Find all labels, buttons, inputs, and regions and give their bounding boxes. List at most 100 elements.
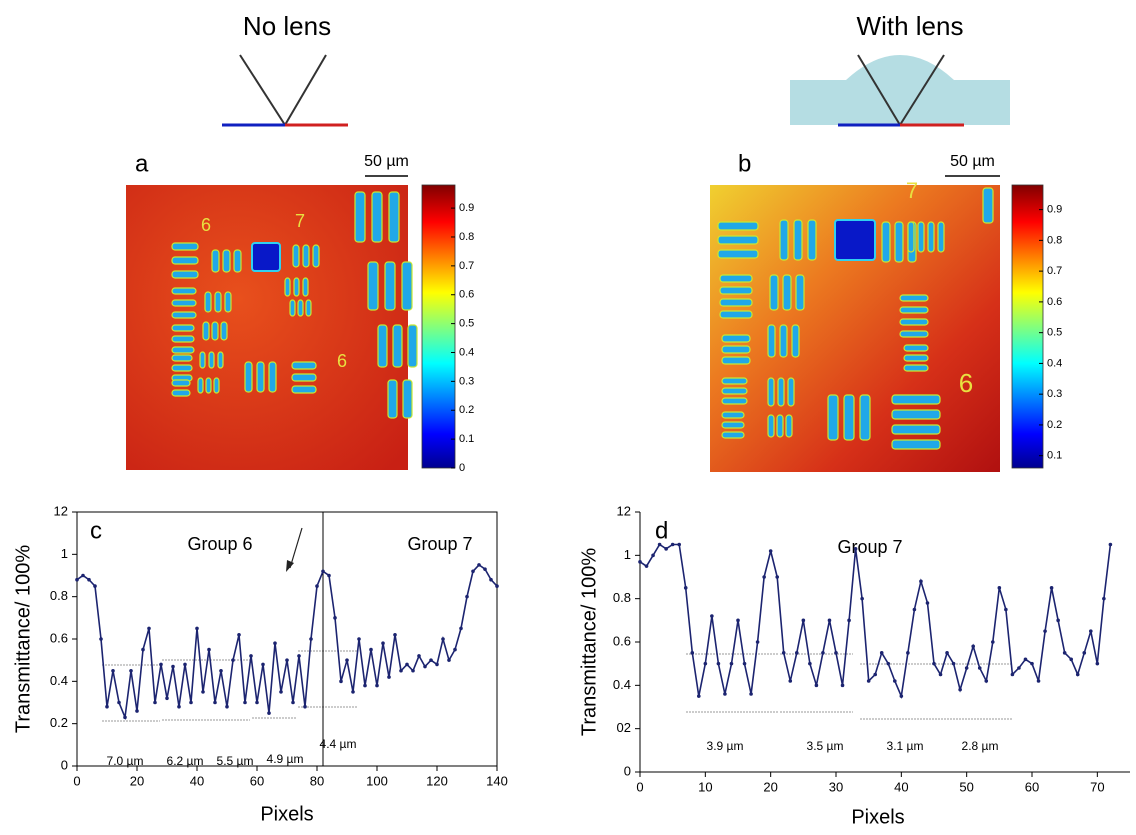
- pattern-bar: [881, 221, 891, 263]
- data-point: [795, 651, 799, 655]
- pattern-bar: [777, 377, 785, 407]
- pattern-bar: [268, 361, 277, 393]
- data-point: [333, 616, 337, 620]
- pattern-bar: [244, 361, 253, 393]
- pattern-square: [834, 219, 876, 261]
- pattern-bar: [827, 394, 839, 441]
- colorbar-tick-label: 0.6: [1047, 296, 1062, 308]
- data-point: [465, 594, 469, 599]
- pattern-label: 6: [959, 368, 973, 398]
- x-axis-label: Pixels: [851, 806, 904, 828]
- pattern-bar: [224, 291, 232, 313]
- x-tick-label: 80: [310, 773, 324, 788]
- data-point: [369, 647, 373, 652]
- data-point: [411, 668, 415, 673]
- annotation: Group 7: [837, 537, 902, 557]
- data-point: [919, 579, 923, 584]
- pattern-bar: [214, 291, 222, 313]
- data-point: [483, 567, 487, 571]
- data-point: [471, 569, 475, 574]
- data-point: [1069, 657, 1073, 662]
- data-point: [117, 700, 121, 705]
- data-point: [129, 668, 133, 673]
- data-point: [93, 584, 97, 588]
- pattern-bar: [776, 414, 784, 438]
- y-tick-label: 1: [61, 546, 68, 561]
- y-tick-label: 0.8: [613, 590, 631, 605]
- pattern-label: 7: [906, 178, 918, 203]
- data-point: [237, 632, 241, 637]
- pattern-bar: [302, 244, 310, 268]
- pattern-bar: [787, 377, 795, 407]
- data-point: [231, 658, 235, 662]
- pattern-bar: [843, 394, 855, 441]
- panel-label: d: [655, 517, 668, 544]
- pattern-label: 6: [337, 351, 347, 371]
- y-axis-label: Transmittance/ 100%: [578, 548, 600, 736]
- data-point: [768, 549, 773, 553]
- data-point: [303, 704, 307, 709]
- data-point: [879, 651, 884, 655]
- annotation: 4.9 µm: [267, 752, 304, 766]
- pattern-bar: [721, 397, 748, 405]
- data-point: [207, 647, 211, 652]
- data-point: [755, 640, 760, 644]
- data-point: [886, 661, 891, 666]
- pattern-bar: [795, 274, 805, 311]
- colorbar-tick-label: 0.8: [459, 231, 474, 243]
- annotation: 3.5 µm: [807, 739, 844, 753]
- x-tick-label: 10: [698, 779, 712, 794]
- data-point: [291, 700, 295, 705]
- colorbar-tick-label: 0.7: [1047, 265, 1062, 277]
- y-tick-label: 12: [54, 503, 68, 518]
- pattern-bar: [721, 345, 751, 354]
- data-point: [860, 596, 864, 601]
- data-point: [1017, 666, 1021, 670]
- pattern-bar: [171, 324, 195, 332]
- data-point: [1062, 651, 1067, 655]
- colorbar-tick-label: 0.9: [459, 202, 474, 214]
- pattern-bar: [767, 324, 776, 358]
- pattern-bar: [171, 354, 193, 362]
- data-point: [971, 644, 975, 649]
- pattern-bar: [211, 321, 219, 341]
- data-point: [801, 618, 806, 623]
- annotation: 5.5 µm: [217, 754, 254, 768]
- data-point: [423, 664, 427, 669]
- x-tick-label: 20: [763, 779, 777, 794]
- pattern-square: [251, 242, 281, 272]
- pattern-bar: [171, 389, 191, 397]
- data-point: [243, 700, 247, 705]
- data-point: [315, 584, 319, 588]
- data-point: [893, 679, 897, 683]
- data-point: [321, 569, 325, 574]
- colorbar-tick-label: 0.8: [1047, 234, 1062, 246]
- data-point: [788, 679, 793, 683]
- pattern-bar: [721, 411, 745, 419]
- pattern-bar: [891, 394, 941, 405]
- data-point: [729, 661, 734, 666]
- data-point: [1089, 629, 1093, 633]
- data-point: [912, 607, 917, 612]
- data-point: [339, 679, 343, 684]
- pattern-bar: [719, 274, 753, 283]
- pattern-bar: [387, 379, 398, 419]
- pattern-bar: [779, 219, 789, 261]
- data-point: [495, 584, 499, 588]
- data-point: [821, 651, 825, 655]
- data-point: [273, 641, 277, 646]
- colorbar-tick-label: 0.5: [459, 318, 474, 330]
- data-point: [297, 654, 301, 658]
- data-point: [261, 662, 265, 667]
- colorbar-tick-label: 0.5: [1047, 327, 1062, 339]
- data-point: [710, 614, 714, 618]
- pattern-bar: [171, 346, 195, 354]
- pattern-bar: [312, 244, 320, 268]
- data-point: [1075, 672, 1080, 677]
- data-point: [840, 683, 845, 688]
- pattern-bar: [171, 364, 193, 372]
- data-point: [477, 563, 481, 567]
- pattern-bar: [899, 306, 929, 314]
- scale-bar-label: 50 µm: [364, 153, 409, 170]
- pattern-bar: [899, 318, 929, 326]
